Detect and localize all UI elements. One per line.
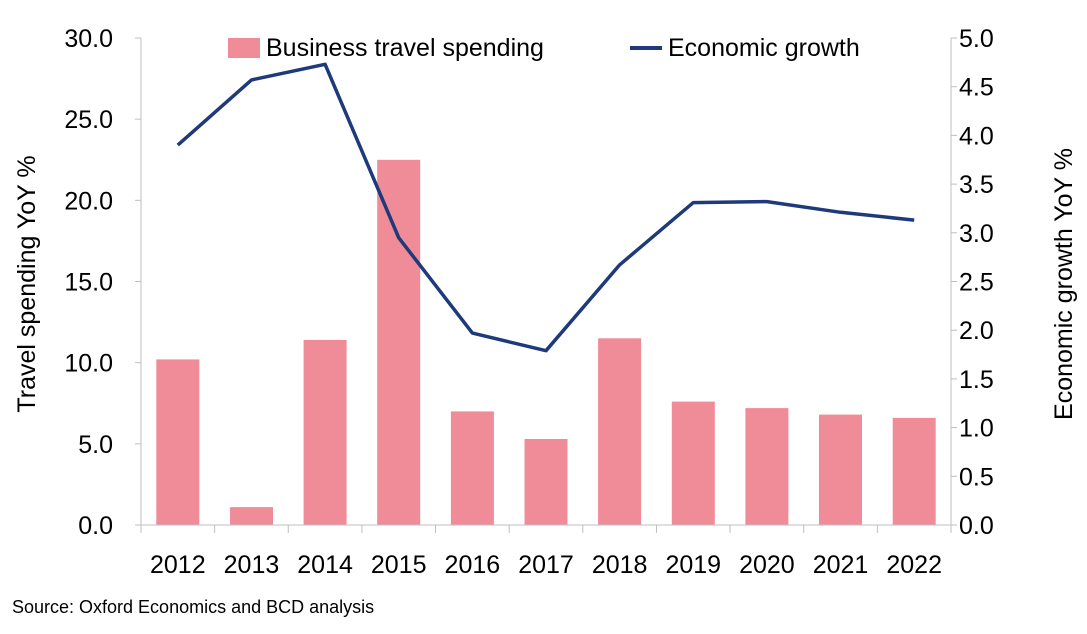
- x-axis-tick-label: 2019: [665, 551, 721, 579]
- x-axis-tick-label: 2016: [445, 551, 501, 579]
- legend-line-label: Economic growth: [668, 34, 860, 62]
- x-axis-tick-label: 2013: [224, 551, 280, 579]
- legend-bar-label: Business travel spending: [266, 34, 544, 62]
- x-axis-tick-label: 2017: [518, 551, 574, 579]
- x-axis-tick-label: 2022: [886, 551, 942, 579]
- right-axis-tick-label: 0.0: [959, 512, 994, 540]
- right-axis-tick-label: 5.0: [959, 25, 994, 53]
- bar-2016: [450, 411, 494, 525]
- right-axis-tick-label: 4.0: [959, 122, 994, 150]
- bar-2013: [230, 507, 273, 525]
- right-axis-tick-label: 3.0: [959, 220, 994, 248]
- left-axis-tick-label: 25.0: [64, 106, 113, 134]
- x-axis-tick-label: 2012: [150, 551, 206, 579]
- x-axis-tick-label: 2018: [592, 551, 648, 579]
- right-axis-title: Economic growth YoY %: [1050, 148, 1078, 420]
- x-axis-tick-label: 2020: [739, 551, 795, 579]
- x-axis-tick-label: 2014: [297, 551, 353, 579]
- bar-2021: [819, 414, 862, 525]
- x-axis-tick-label: 2015: [371, 551, 427, 579]
- left-axis-tick-label: 5.0: [78, 431, 113, 459]
- labels-layer: 0.0 5.0 10.0 15.0 20.0 25.0 30.0 0.0 0.5 1.0 1.5 2.…: [64, 25, 993, 579]
- bar-2017: [524, 439, 568, 525]
- left-axis-tick-label: 20.0: [64, 187, 113, 215]
- axes-layer: [135, 37, 957, 533]
- x-axis-tick-label: 2021: [813, 551, 869, 579]
- left-axis-tick-label: 15.0: [64, 269, 113, 297]
- right-axis-tick-label: 1.5: [959, 366, 994, 394]
- bar-2020: [745, 408, 789, 525]
- legend: Business travel spending Economic growth: [228, 34, 860, 62]
- source-note: Source: Oxford Economics and BCD analysi…: [12, 597, 375, 617]
- bar-2014: [303, 339, 347, 525]
- bars-layer: [156, 159, 936, 526]
- economic-growth-line: [176, 62, 915, 353]
- left-axis-tick-label: 10.0: [64, 350, 113, 378]
- legend-bar-swatch: [228, 38, 260, 58]
- bar-2012: [156, 359, 200, 525]
- bar-2018: [598, 338, 642, 525]
- right-axis-tick-label: 2.0: [959, 317, 994, 345]
- right-axis-tick-label: 2.5: [959, 269, 994, 297]
- bar-2022: [892, 417, 936, 525]
- right-axis-tick-label: 1.0: [959, 415, 994, 443]
- bar-2019: [671, 401, 715, 525]
- right-axis-tick-label: 0.5: [959, 463, 994, 491]
- right-axis-tick-label: 4.5: [959, 74, 994, 102]
- right-axis-tick-label: 3.5: [959, 171, 994, 199]
- line-layer: [176, 62, 915, 353]
- left-axis-title: Travel spending YoY %: [13, 155, 41, 412]
- left-axis-tick-label: 0.0: [78, 512, 113, 540]
- bar-2015: [377, 159, 421, 526]
- left-axis-tick-label: 30.0: [64, 25, 113, 53]
